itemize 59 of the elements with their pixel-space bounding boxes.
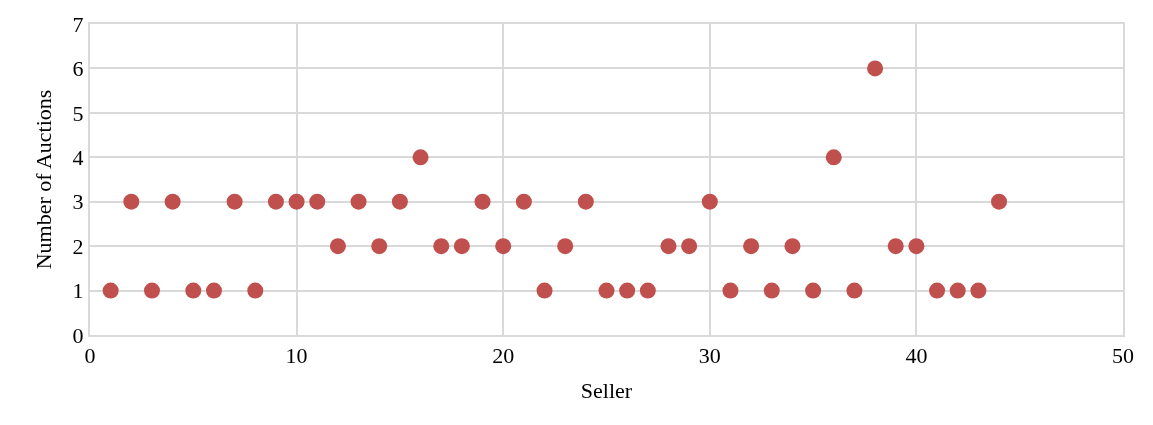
- y-axis-title: Number of Auctions: [30, 89, 56, 270]
- point: [329, 238, 346, 255]
- point: [288, 193, 305, 210]
- point: [515, 193, 532, 210]
- point: [991, 193, 1008, 210]
- y-tick-label: 0: [72, 322, 84, 348]
- point: [846, 282, 863, 299]
- point: [805, 282, 822, 299]
- x-tick-label: 10: [285, 343, 308, 369]
- point: [825, 149, 842, 166]
- point: [639, 282, 656, 299]
- point: [949, 282, 966, 299]
- x-tick-label: 40: [905, 343, 928, 369]
- point: [247, 282, 264, 299]
- point: [205, 282, 222, 299]
- point: [577, 193, 594, 210]
- point: [143, 282, 160, 299]
- point: [412, 149, 429, 166]
- y-tick-label: 7: [72, 11, 84, 37]
- point: [433, 238, 450, 255]
- point: [887, 238, 904, 255]
- point: [784, 238, 801, 255]
- point: [743, 238, 760, 255]
- point: [495, 238, 512, 255]
- x-tick-label: 30: [698, 343, 721, 369]
- y-tick-label: 2: [72, 233, 84, 259]
- point: [681, 238, 698, 255]
- y-tick-label: 6: [72, 56, 84, 82]
- point: [929, 282, 946, 299]
- point: [474, 193, 491, 210]
- point: [185, 282, 202, 299]
- x-tick-label: 20: [492, 343, 515, 369]
- point: [619, 282, 636, 299]
- point: [267, 193, 284, 210]
- x-axis-title: Seller: [580, 377, 633, 403]
- y-tick-label: 3: [72, 189, 84, 215]
- y-tick-label: 4: [72, 144, 84, 170]
- point: [701, 193, 718, 210]
- point: [371, 238, 388, 255]
- point: [557, 238, 574, 255]
- point: [309, 193, 326, 210]
- point: [598, 282, 615, 299]
- point: [867, 60, 884, 77]
- point: [102, 282, 119, 299]
- point: [660, 238, 677, 255]
- y-tick-label: 1: [72, 278, 84, 304]
- point: [350, 193, 367, 210]
- point: [908, 238, 925, 255]
- point: [391, 193, 408, 210]
- point: [164, 193, 181, 210]
- point: [722, 282, 739, 299]
- point: [536, 282, 553, 299]
- point: [763, 282, 780, 299]
- point: [970, 282, 987, 299]
- x-tick-label: 50: [1112, 343, 1134, 369]
- point: [226, 193, 243, 210]
- point: [123, 193, 140, 210]
- y-tick-label: 5: [72, 100, 84, 126]
- point: [453, 238, 470, 255]
